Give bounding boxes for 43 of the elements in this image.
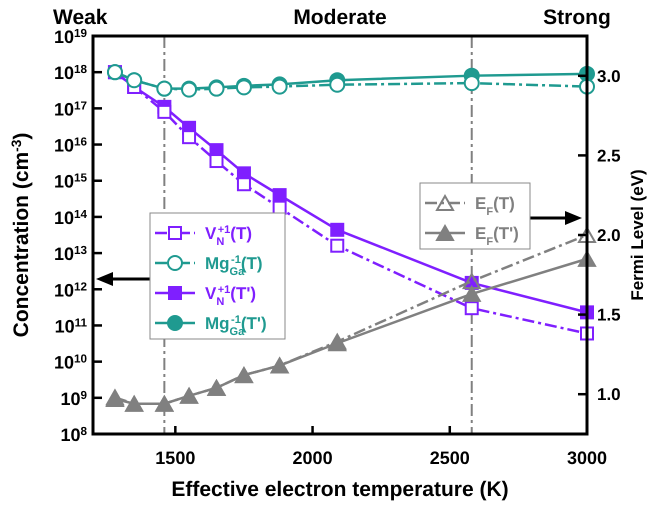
y2-tick-label: 2.0 [597, 226, 621, 245]
x-tick-label: 3000 [566, 448, 608, 468]
legend-label: V$_{N}$$^{+1}$(T) [205, 224, 252, 248]
text: Weak [53, 6, 108, 29]
point [330, 238, 344, 253]
y-tick-label: 10$^{10}$ [54, 352, 88, 373]
y-tick-label: 10$^{13}$ [54, 244, 88, 264]
x-tick-label: 2000 [292, 448, 333, 468]
y-tick-label: 10$^{15}$ [54, 171, 88, 192]
y-tick-label: 10$^{16}$ [54, 135, 88, 156]
legend-label: E$_{F}$(T) [475, 194, 515, 218]
point [464, 75, 480, 92]
y-tick-label: 10$^{14}$ [54, 207, 88, 228]
y2-axis-title: Fermi Level (eV) [628, 169, 647, 301]
y-tick-label: 10$^{18}$ [54, 62, 88, 84]
y-tick-label: 10$^{11}$ [54, 316, 88, 336]
point [157, 104, 172, 119]
point [464, 301, 479, 316]
point [236, 177, 251, 192]
y2-tick-label: 2.5 [597, 146, 621, 166]
legend-label: Mg$_{Ga}$$^{-1}$(T) [205, 254, 263, 278]
y-tick-label: 10$^{9}$ [60, 388, 88, 409]
x-tick-label: 1500 [155, 448, 196, 468]
point [272, 78, 288, 95]
y-tick-label: 10$^{8}$ [60, 424, 88, 445]
text: Moderate [293, 6, 387, 29]
text: Strong [543, 6, 611, 29]
point [329, 76, 346, 93]
point [182, 130, 196, 144]
y2-tick-label: 1.0 [597, 385, 621, 404]
point [330, 222, 344, 237]
point [272, 188, 287, 202]
y-tick-label: 10$^{12}$ [54, 280, 88, 300]
y2-tick-label: 3.0 [597, 66, 621, 86]
x-axis-title: Effective electron temperature (K) [171, 478, 509, 501]
legend-label: Mg$_{Ga}$$^{-1}$(T') [205, 314, 267, 338]
y-tick-label: 10$^{17}$ [54, 98, 87, 120]
y2-tick-label: 1.5 [597, 306, 621, 325]
x-tick-label: 2500 [430, 448, 470, 468]
legend-label: V$_{N}$$^{+1}$(T') [205, 284, 256, 308]
point [210, 154, 224, 168]
legend-label: E$_{F}$(T') [475, 224, 519, 248]
y-tick-label: 10$^{19}$ [54, 26, 88, 47]
